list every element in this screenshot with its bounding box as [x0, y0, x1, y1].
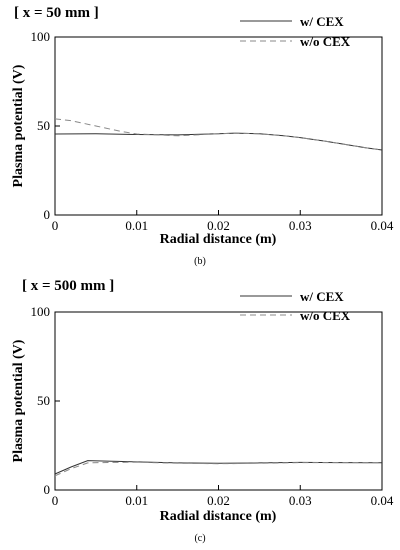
legend: w/ CEX w/o CEX — [240, 14, 351, 49]
x-tick-label: 0 — [52, 493, 59, 508]
y-tick-label: 50 — [37, 393, 50, 408]
legend-label-wo-cex: w/o CEX — [300, 308, 351, 323]
legend-label-w-cex: w/ CEX — [300, 14, 344, 29]
tick-group: 0 0.01 0.02 0.03 0.04 0 50 100 — [31, 29, 394, 233]
y-tick-label: 0 — [44, 482, 51, 497]
tick-group: 0 0.01 0.02 0.03 0.04 0 50 100 — [31, 304, 394, 508]
plot-frame — [54, 36, 383, 216]
legend: w/ CEX w/o CEX — [240, 289, 351, 323]
series-line-w-cex — [54, 132, 383, 151]
x-tick-label: 0.01 — [125, 493, 148, 508]
x-tick-label: 0.03 — [289, 493, 312, 508]
panel-caption: (b) — [194, 256, 206, 267]
chart-title: [ x = 50 mm ] — [14, 5, 99, 21]
x-tick-label: 0.03 — [289, 218, 312, 233]
y-tick-label: 0 — [44, 207, 51, 222]
series-line-wo-cex — [54, 118, 383, 151]
y-tick-label: 100 — [31, 29, 51, 44]
x-tick-label: 0.04 — [371, 218, 394, 233]
y-tick-label: 50 — [37, 118, 50, 133]
chart-panel-b: [ x = 50 mm ] 0 0.01 0.02 0.03 0.04 0 50 100 w/… — [11, 5, 394, 267]
chart-panel-c: [ x = 500 mm ] 0 0.01 0.02 0.03 0.04 0 50 100 w… — [11, 278, 394, 544]
x-tick-label: 0.02 — [207, 218, 230, 233]
y-axis-label: Plasma potential (V) — [11, 64, 26, 187]
series-line-wo-cex — [54, 461, 383, 477]
x-tick-label: 0 — [52, 218, 59, 233]
x-axis-label: Radial distance (m) — [160, 509, 277, 524]
x-axis-label: Radial distance (m) — [160, 232, 277, 247]
legend-label-wo-cex: w/o CEX — [300, 34, 351, 49]
series-group — [54, 460, 383, 477]
chart-title: [ x = 500 mm ] — [22, 278, 114, 294]
x-tick-label: 0.02 — [207, 493, 230, 508]
panel-caption: (c) — [194, 533, 205, 544]
y-axis-label: Plasma potential (V) — [11, 339, 26, 462]
y-tick-label: 100 — [31, 304, 51, 319]
legend-label-w-cex: w/ CEX — [300, 289, 344, 304]
x-tick-label: 0.04 — [371, 493, 394, 508]
series-group — [54, 118, 383, 151]
x-tick-label: 0.01 — [125, 218, 148, 233]
